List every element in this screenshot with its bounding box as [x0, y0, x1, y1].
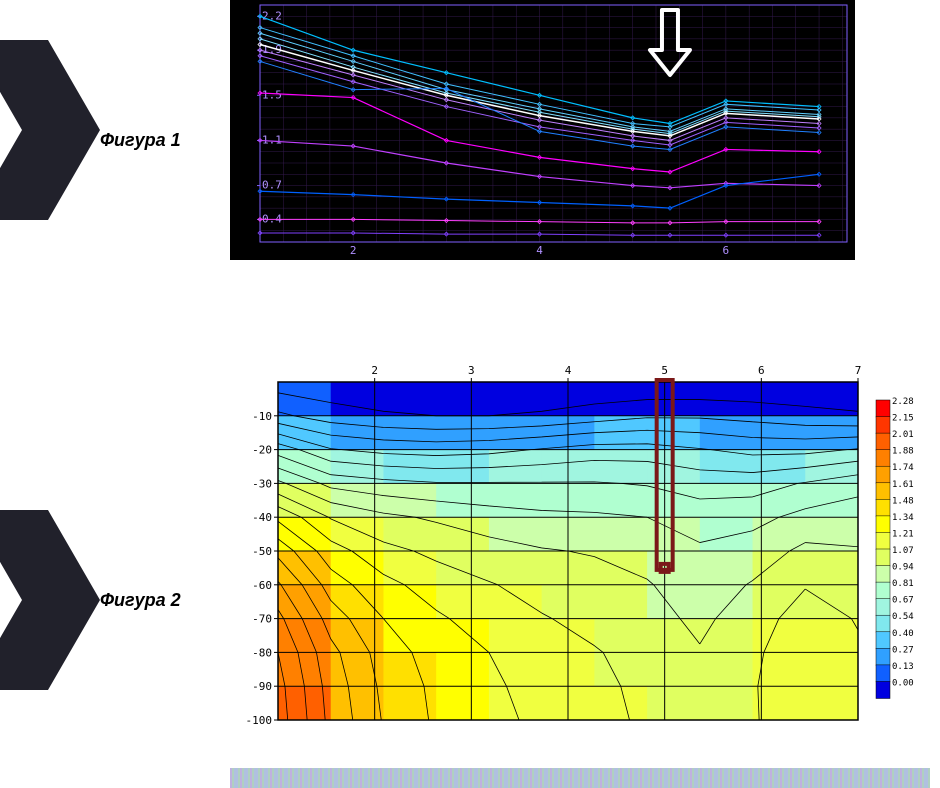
- figure-1-label: Фигура 1: [100, 130, 181, 151]
- svg-text:4: 4: [536, 244, 543, 257]
- svg-text:0.13: 0.13: [892, 662, 914, 672]
- line-chart-svg: 0.40.71.11.51.92.2246: [230, 0, 855, 260]
- svg-text:-20: -20: [252, 444, 272, 457]
- chevron-marker-2: [0, 510, 100, 690]
- svg-text:0.67: 0.67: [892, 596, 914, 606]
- svg-text:1.5: 1.5: [262, 88, 282, 101]
- svg-text:-50: -50: [252, 545, 272, 558]
- figure-2-chart: 2 3 4 5 6 7 -10 -20 -30 -40 -50 -60 -70 -80 -90 -100 2.2…: [230, 360, 930, 730]
- svg-text:-30: -30: [252, 477, 272, 490]
- svg-text:2.01: 2.01: [892, 430, 914, 440]
- svg-text:-80: -80: [252, 646, 272, 659]
- noise-strip: [230, 768, 930, 788]
- contour-chart-svg: 2 3 4 5 6 7 -10 -20 -30 -40 -50 -60 -70 -80 -90 -100 2.2…: [230, 360, 930, 730]
- svg-text:0.54: 0.54: [892, 612, 914, 622]
- svg-text:2: 2: [371, 364, 378, 377]
- svg-text:2: 2: [350, 244, 357, 257]
- svg-text:-40: -40: [252, 511, 272, 524]
- svg-text:2.28: 2.28: [892, 397, 914, 407]
- figure-1-chart: 0.40.71.11.51.92.2246: [230, 0, 855, 260]
- svg-text:1.48: 1.48: [892, 496, 914, 506]
- svg-text:6: 6: [723, 244, 730, 257]
- svg-text:-10: -10: [252, 410, 272, 423]
- svg-text:0.40: 0.40: [892, 629, 914, 639]
- svg-text:1.74: 1.74: [892, 463, 914, 473]
- svg-text:7: 7: [855, 364, 862, 377]
- svg-text:0.00: 0.00: [892, 678, 914, 688]
- svg-text:1.07: 1.07: [892, 546, 914, 556]
- svg-text:0.7: 0.7: [262, 179, 282, 192]
- svg-text:1.34: 1.34: [892, 513, 914, 523]
- svg-text:5: 5: [661, 364, 668, 377]
- svg-text:1.21: 1.21: [892, 529, 914, 539]
- svg-text:1.88: 1.88: [892, 447, 914, 457]
- svg-text:6: 6: [758, 364, 765, 377]
- svg-text:3: 3: [468, 364, 475, 377]
- svg-text:1.1: 1.1: [262, 133, 282, 146]
- svg-text:-90: -90: [252, 680, 272, 693]
- svg-text:-70: -70: [252, 613, 272, 626]
- chevron-marker-1: [0, 40, 100, 220]
- svg-text:-60: -60: [252, 579, 272, 592]
- svg-text:0.81: 0.81: [892, 579, 914, 589]
- svg-text:2.15: 2.15: [892, 414, 914, 424]
- svg-text:0.27: 0.27: [892, 645, 914, 655]
- svg-text:4: 4: [565, 364, 572, 377]
- svg-text:-100: -100: [246, 714, 273, 727]
- svg-text:1.61: 1.61: [892, 480, 914, 490]
- figure-2-label: Фигура 2: [100, 590, 181, 611]
- svg-text:0.94: 0.94: [892, 563, 914, 573]
